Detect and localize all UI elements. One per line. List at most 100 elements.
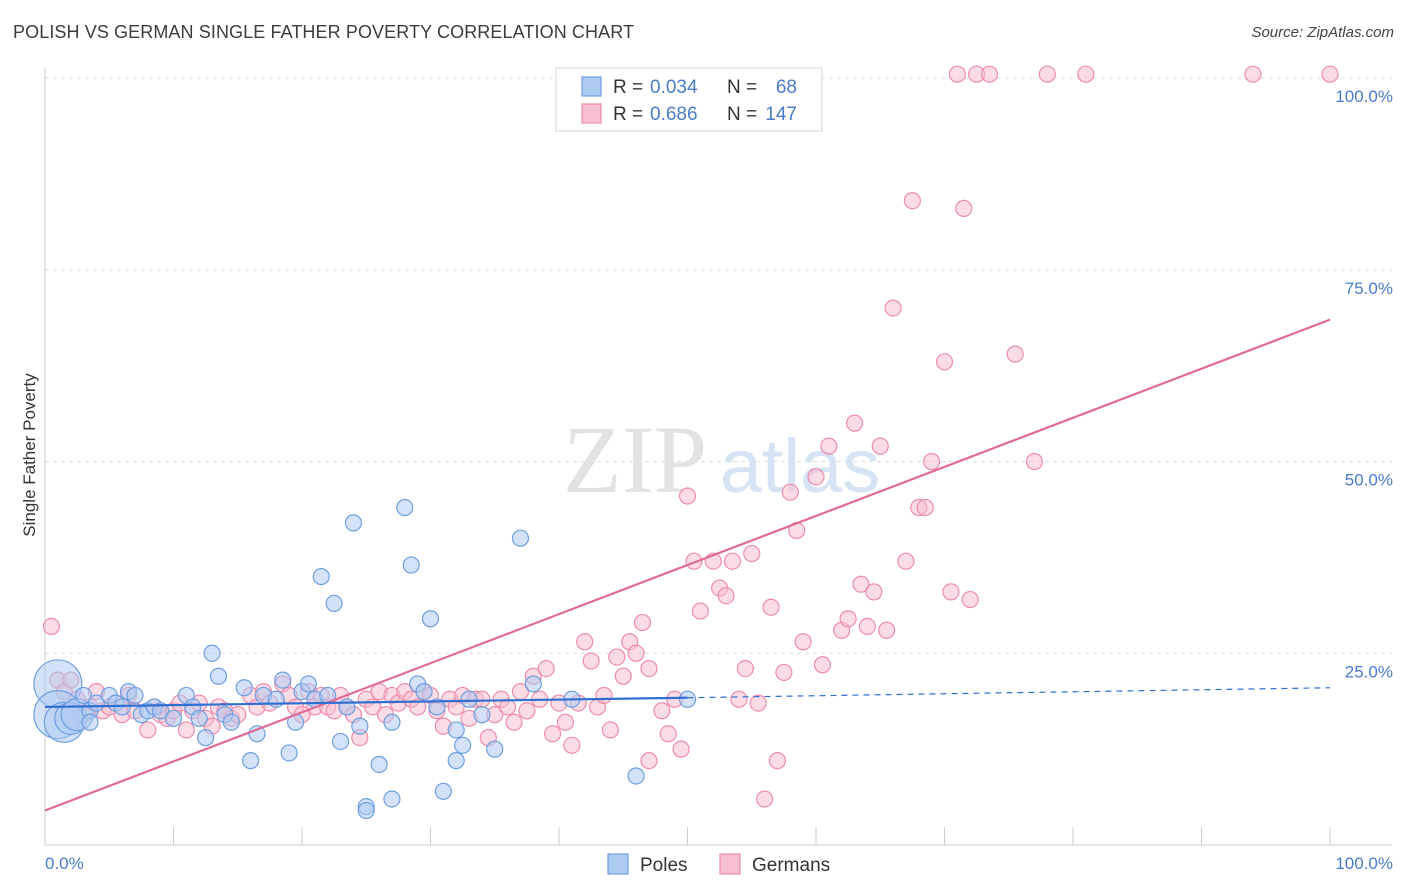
germans-point: [845, 414, 864, 432]
poles-point: [312, 567, 330, 586]
x-tick-label: 100.0%: [1335, 854, 1393, 873]
poles-point: [280, 744, 298, 762]
poles-point: [383, 713, 401, 731]
germans-point: [42, 617, 61, 636]
germans-point: [1321, 65, 1339, 83]
germans-point: [614, 667, 632, 685]
poles-point: [428, 698, 446, 716]
germans-point: [858, 617, 877, 636]
trend-lines: [44, 318, 1331, 812]
germans-point: [813, 656, 832, 674]
germans-point: [749, 694, 767, 712]
watermark-atlas: atlas: [720, 424, 881, 509]
y-tick-label: 100.0%: [1335, 87, 1393, 106]
germans-point: [781, 483, 799, 501]
germans-point: [980, 65, 999, 83]
poles-point: [81, 713, 99, 731]
legend-n-label: N =: [727, 77, 757, 98]
poles-point: [396, 498, 414, 517]
germans-point: [608, 648, 626, 666]
legend-swatch-germans: [581, 103, 602, 124]
x-tick-label: 0.0%: [45, 854, 84, 873]
legend: R = 0.034 N = 68 R = 0.686 N = 147: [555, 67, 823, 132]
germans-point: [1077, 65, 1095, 83]
germans-point: [897, 552, 915, 570]
poles-point: [267, 690, 285, 708]
germans-point: [961, 590, 979, 609]
germans-point: [775, 663, 793, 682]
germans-point: [743, 544, 761, 563]
poles-point: [415, 682, 433, 701]
germans-point: [177, 721, 195, 739]
germans-point: [820, 437, 838, 455]
poles-point: [473, 706, 491, 724]
bottom-legend-swatch-germans: [719, 853, 741, 875]
germans-point: [563, 736, 581, 754]
legend-n-value: 147: [765, 104, 797, 125]
poles-point: [383, 790, 401, 808]
poles-point: [434, 782, 452, 800]
y-tick-label: 50.0%: [1345, 471, 1393, 490]
germans-point: [768, 752, 787, 770]
germans-point: [948, 65, 966, 83]
germans-point: [640, 659, 658, 678]
poles-point: [74, 686, 93, 705]
germans-point: [878, 621, 896, 639]
germans-point: [916, 498, 934, 517]
germans-point: [595, 686, 613, 705]
poles-point: [274, 671, 292, 689]
poles-point: [627, 767, 645, 785]
poles-point: [511, 529, 530, 547]
poles-point: [242, 752, 260, 770]
germans-trend-line: [44, 318, 1331, 812]
poles-point: [344, 514, 362, 532]
germans-point: [678, 487, 697, 505]
bottom-legend-label: Poles: [640, 855, 688, 876]
poles-point: [331, 732, 350, 751]
germans-point: [659, 725, 677, 743]
poles-point: [164, 709, 183, 728]
germans-point: [1244, 65, 1262, 83]
poles-point: [209, 667, 228, 685]
poles-point: [460, 690, 478, 708]
poles-point: [447, 721, 465, 739]
germans-point: [871, 437, 889, 455]
poles-point: [402, 556, 420, 574]
tick-labels: 25.0% 50.0% 75.0% 100.0% 0.0% 100.0%: [45, 87, 1393, 873]
legend-r-value: 0.686: [650, 104, 698, 125]
legend-r-value: 0.034: [650, 77, 698, 98]
poles-point: [197, 729, 215, 747]
germans-point: [730, 690, 748, 708]
germans-point: [633, 613, 652, 632]
poles-point: [248, 725, 266, 743]
germans-point: [1038, 65, 1056, 83]
watermark: ZIP atlas: [563, 406, 880, 513]
poles-point: [421, 610, 440, 628]
poles-point: [524, 675, 542, 693]
poles-point: [678, 690, 697, 708]
poles-point: [370, 755, 388, 774]
germans-point: [717, 587, 735, 605]
poles-points: [33, 498, 697, 820]
legend-n-value: 68: [776, 77, 797, 98]
germans-point: [1025, 452, 1044, 471]
y-tick-label: 75.0%: [1345, 279, 1393, 298]
germans-point: [582, 652, 600, 670]
germans-point: [903, 192, 921, 210]
germans-point: [505, 713, 523, 731]
poles-point: [338, 698, 356, 716]
germans-point: [723, 552, 742, 570]
germans-point: [691, 602, 709, 620]
germans-point: [807, 468, 825, 486]
germans-point: [839, 610, 857, 628]
germans-point: [640, 752, 658, 770]
legend-n-label: N =: [727, 104, 757, 125]
germans-point: [955, 199, 973, 217]
poles-point: [351, 717, 369, 735]
legend-r-label: R =: [613, 104, 643, 125]
germans-point: [884, 299, 902, 317]
poles-point: [235, 679, 253, 697]
germans-point: [543, 725, 562, 743]
poles-point: [299, 675, 318, 693]
